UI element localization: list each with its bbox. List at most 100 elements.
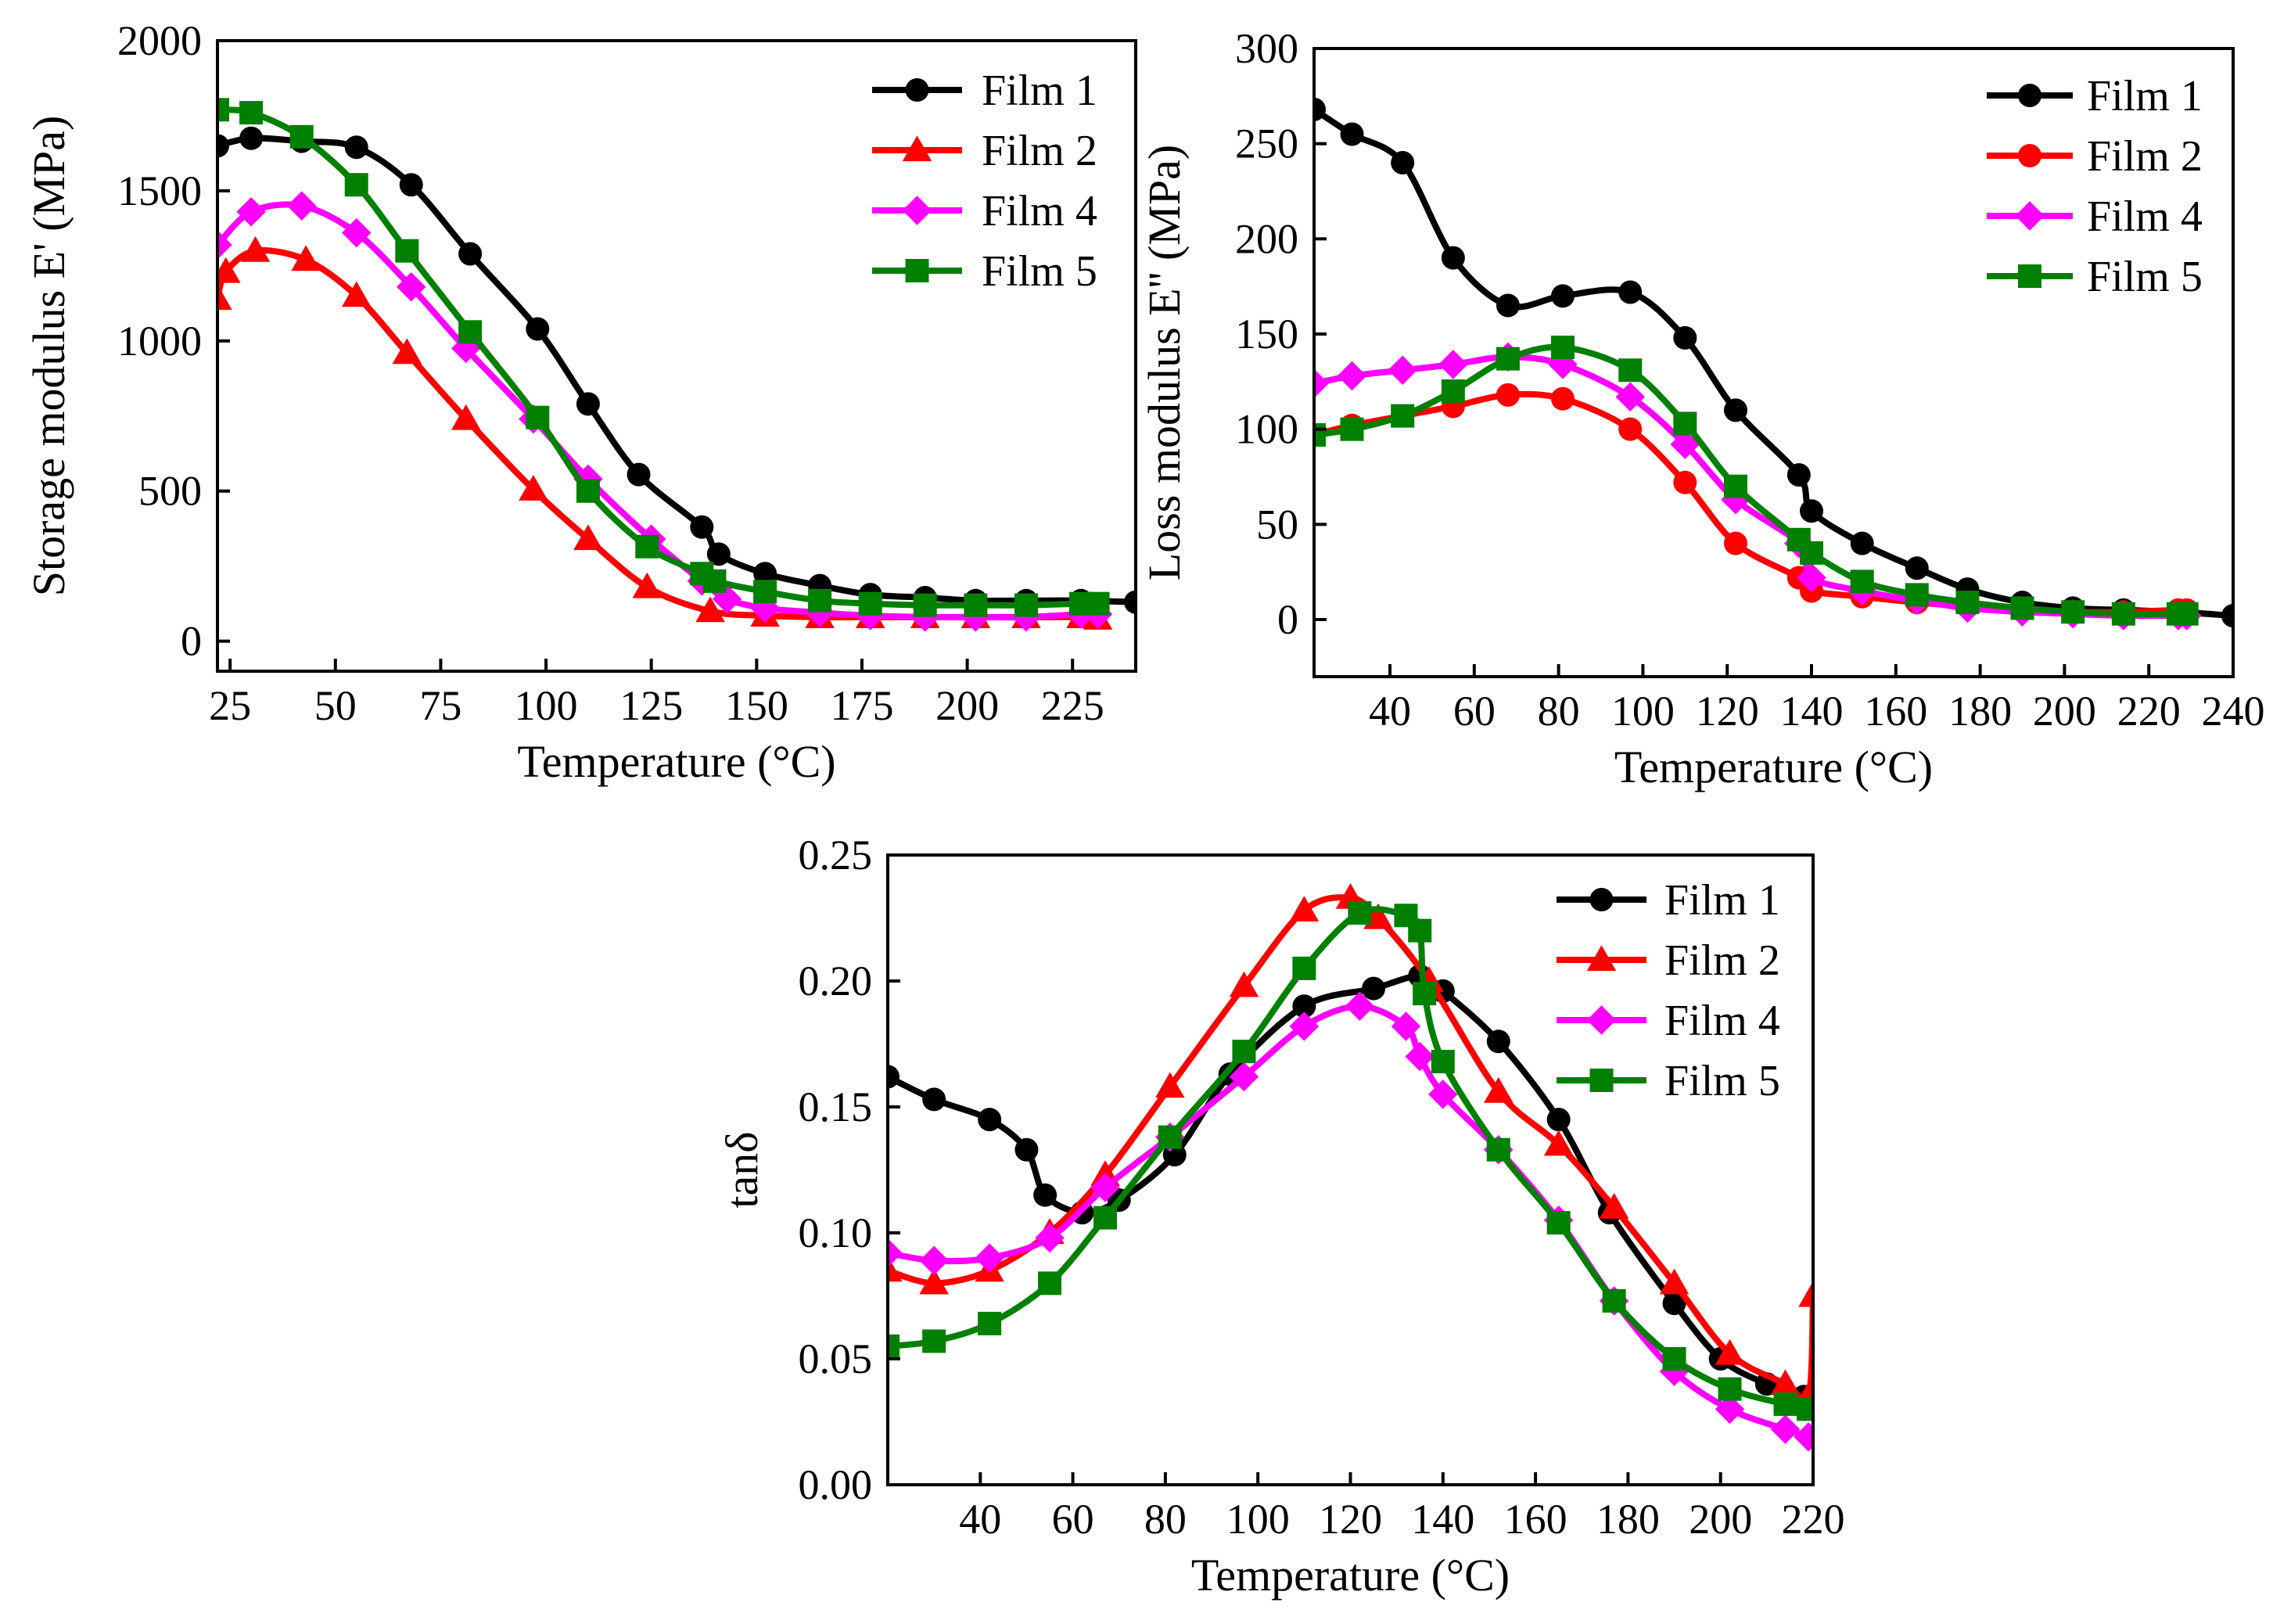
x-tick-label: 50 [314,682,357,729]
data-point [858,591,882,616]
y-tick-label: 0.25 [799,832,873,878]
data-point [1345,991,1375,1021]
data-point [1093,1205,1118,1230]
data-point [1551,284,1575,308]
data-point [1033,1183,1058,1207]
data-point [289,124,314,149]
data-point [1362,976,1386,1001]
data-point [1715,1394,1745,1425]
data-point [1905,583,1929,607]
x-tick-label: 180 [1948,688,2012,735]
data-point [888,1065,900,1089]
data-point [919,1268,949,1295]
data-point [1035,1223,1065,1253]
data-point [1340,417,1364,441]
data-point [217,98,229,122]
data-point [706,542,731,566]
x-tick-label: 140 [1411,1496,1474,1543]
x-tick-label: 100 [515,682,578,729]
data-point [526,317,550,341]
data-point [1715,1338,1745,1365]
data-point [1659,1268,1690,1295]
plot-area [1314,97,2233,631]
legend: Film 1 Film 2 Film 4 Film 5 [1557,876,1780,1105]
x-tick-label: 60 [1052,1496,1094,1543]
data-point [236,197,266,227]
x-tick-label: 220 [1782,1496,1845,1543]
data-point [627,462,651,487]
y-tick-label: 300 [1235,25,1298,72]
data-point [1486,1029,1510,1054]
x-tick-label: 120 [1319,1496,1382,1543]
data-point [753,580,777,604]
data-point [1850,569,1874,594]
x-tick-label: 40 [959,1496,1001,1543]
data-point [1484,1076,1514,1103]
data-point [458,320,483,344]
data-point [1314,97,1326,121]
x-tick-label: 40 [1369,688,1411,735]
data-point [1496,347,1520,371]
data-point [217,134,229,158]
data-point [1155,1072,1185,1098]
data-point [1289,896,1320,922]
y-tick-label: 0.00 [799,1461,873,1508]
legend-label: Film 5 [2087,253,2203,301]
legend-label: Film 5 [1664,1057,1780,1105]
series-line-film-1 [888,972,1808,1400]
legend-marker [1589,1069,1614,1092]
data-point [1292,994,1316,1019]
legend-marker [1586,1005,1617,1035]
data-point [1314,368,1329,399]
data-point [1905,556,1929,580]
data-point [1431,1050,1455,1074]
data-point [576,392,600,416]
data-point [1441,246,1465,270]
data-point [1124,590,1136,614]
data-point [451,404,481,430]
data-point [888,1334,900,1358]
data-point [1794,1422,1813,1452]
data-point [808,588,832,613]
x-tick-label: 60 [1453,688,1496,735]
legend: Film 1 Film 2 Film 4 Film 5 [872,66,1097,296]
x-axis-title: Temperature (°C) [517,736,835,787]
data-point [975,1243,1004,1273]
y-tick-label: 500 [138,468,202,515]
data-point [1348,901,1372,925]
x-tick-label: 100 [1226,1496,1290,1543]
y-tick-label: 0.15 [799,1083,873,1130]
x-tick-label: 240 [2202,688,2265,735]
legend-label: Film 1 [1664,876,1780,925]
y-axis-title: Storage modulus E' (MPa) [23,116,74,597]
data-point [341,281,372,307]
data-point [1428,1080,1458,1109]
data-point [1405,1041,1435,1072]
y-tick-label: 0 [181,618,202,665]
y-tick-label: 0.20 [799,958,873,1004]
legend-label: Film 1 [982,66,1097,115]
legend: Film 1 Film 2 Film 4 Film 5 [1987,72,2203,301]
data-point [2111,602,2135,626]
data-point [1391,151,1415,174]
legend-label: Film 1 [2087,72,2203,120]
legend-label: Film 4 [982,187,1097,235]
data-point [396,271,426,302]
legend-label: Film 4 [2087,192,2203,241]
legend-marker [1586,945,1617,972]
legend-marker [905,259,929,282]
data-point [1673,470,1697,494]
data-point [344,173,368,197]
data-point [519,475,548,501]
data-point [1391,1011,1421,1041]
data-point [1337,361,1367,391]
data-point [1340,122,1364,146]
data-point [1673,325,1697,350]
data-point [1086,591,1110,616]
data-point [1438,350,1468,379]
plot-area [217,98,1136,632]
data-point [239,101,264,125]
data-point [1391,404,1415,428]
data-point [1038,1271,1062,1295]
